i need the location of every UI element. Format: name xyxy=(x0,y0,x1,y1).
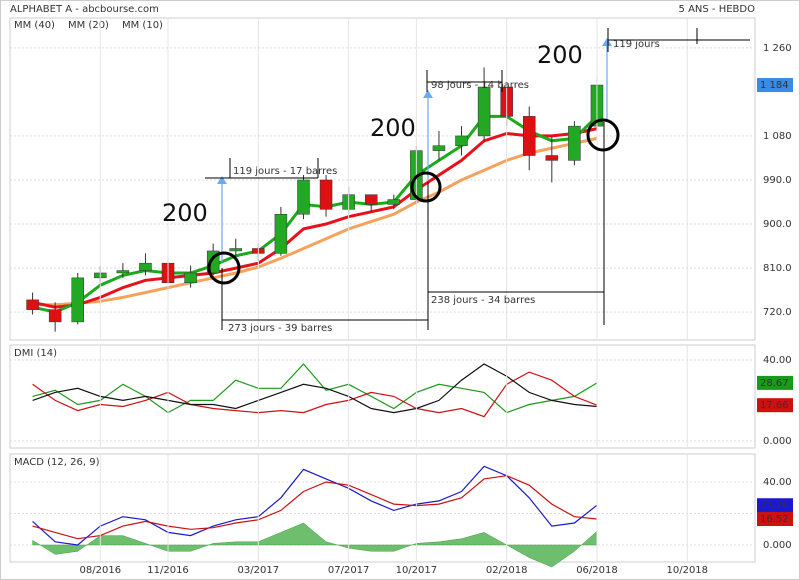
candle-body xyxy=(274,213,288,254)
candle-body xyxy=(387,199,401,205)
last-value-label: 25.26 xyxy=(760,500,789,511)
candle-body xyxy=(432,145,446,151)
circle xyxy=(207,251,241,285)
y-tick-label: 990.0 xyxy=(763,175,792,186)
x-tick-label: 11/2016 xyxy=(147,565,189,576)
annotations: 200 200 200 119 jours - 17 barres 273 jo… xyxy=(162,28,750,334)
candle-body xyxy=(229,248,243,252)
annotation: 200 xyxy=(537,41,583,69)
y-tick-label: 0.000 xyxy=(763,436,792,447)
candle-body xyxy=(545,155,559,161)
candle-body xyxy=(364,194,378,205)
candle-body xyxy=(319,179,333,210)
last-price-box xyxy=(757,78,793,93)
arrow-head xyxy=(423,90,433,98)
candle-body xyxy=(71,277,84,323)
x-tick-label: 10/2017 xyxy=(396,565,438,576)
arrow-head xyxy=(602,38,612,46)
x-tick-label: 07/2017 xyxy=(328,565,370,576)
series-line xyxy=(32,136,598,307)
annotation: 273 jours - 39 barres xyxy=(228,323,332,334)
series-line xyxy=(32,465,598,546)
candle-body xyxy=(48,309,62,323)
y-tick-label: 0.000 xyxy=(763,540,792,551)
last-value-box xyxy=(757,498,793,513)
panel-title: DMI (14) xyxy=(14,348,57,359)
last-value-box xyxy=(757,375,793,390)
annotation: 98 jours - 14 barres xyxy=(431,80,529,91)
legend-label: MM (40) xyxy=(14,20,55,31)
candle-body xyxy=(522,116,536,156)
panel-title: MACD (12, 26, 9) xyxy=(14,457,100,468)
x-tick-label: 08/2016 xyxy=(80,565,122,576)
x-tick-label: 03/2017 xyxy=(238,565,280,576)
legend-label: MM (20) xyxy=(68,20,109,31)
series-line xyxy=(32,475,598,540)
y-tick-label: 720.0 xyxy=(763,307,792,318)
y-tick-label: 40.00 xyxy=(763,355,792,366)
arrow-head xyxy=(217,176,227,184)
y-tick-label: 1 260 xyxy=(763,43,792,54)
annotation: 200 xyxy=(370,114,416,142)
last-value-box xyxy=(757,511,793,526)
circle xyxy=(586,118,620,152)
x-tick-label: 02/2018 xyxy=(486,565,528,576)
series-line xyxy=(32,127,598,309)
candle-body xyxy=(455,135,468,146)
main-panel xyxy=(9,17,756,341)
macd-panel xyxy=(9,453,756,563)
legend-label: MM (10) xyxy=(122,20,163,31)
candle-body xyxy=(116,270,130,274)
x-tick-label: 06/2018 xyxy=(576,565,618,576)
y-tick-label: 810.0 xyxy=(763,263,792,274)
series-line xyxy=(32,363,598,414)
last-value-label: 28.67 xyxy=(760,378,789,389)
candle-body xyxy=(139,262,152,271)
y-tick-label: 900.0 xyxy=(763,219,792,230)
circle xyxy=(410,171,442,203)
candle-body xyxy=(184,272,197,283)
last-price-label: 1 184 xyxy=(760,80,789,91)
series-line xyxy=(32,363,598,414)
annotation: 238 jours - 34 barres xyxy=(431,295,535,306)
y-tick-label: 40.00 xyxy=(763,477,792,488)
series-line xyxy=(32,371,598,418)
last-value-label: 16.52 xyxy=(760,514,789,525)
candle-body xyxy=(297,179,310,215)
last-value-box xyxy=(757,398,793,413)
candle-body xyxy=(568,125,581,161)
last-value-label: 17.66 xyxy=(760,400,789,411)
header-period: 5 ANS - HEBDO xyxy=(679,4,756,15)
annotation: 200 xyxy=(162,199,208,227)
annotation: 119 jours xyxy=(613,39,660,50)
header-title: ALPHABET A - abcbourse.com xyxy=(10,4,159,15)
candle-body xyxy=(26,299,39,310)
histogram-area xyxy=(32,522,598,568)
x-tick-label: 10/2018 xyxy=(666,565,708,576)
marks: 720.0 810.0 900.0 990.0 1 080 1 260 1 184 MM (4… xyxy=(10,18,793,576)
y-tick-label: 1 080 xyxy=(763,131,792,142)
annotation: 119 jours - 17 barres xyxy=(233,166,337,177)
dmi-panel xyxy=(9,344,756,449)
candle-body xyxy=(477,86,491,137)
